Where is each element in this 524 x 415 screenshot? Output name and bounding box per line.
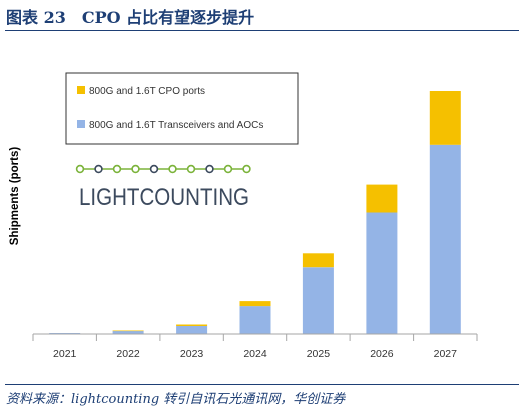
bar-2024-cpo bbox=[239, 301, 271, 307]
bar-2025-transceivers bbox=[302, 267, 334, 334]
x-tick-label-2023: 2023 bbox=[180, 348, 204, 360]
lightcounting-logo: LIGHTCOUNTING bbox=[75, 164, 251, 211]
x-tick-label-2024: 2024 bbox=[243, 348, 267, 360]
logo-chain-node bbox=[205, 164, 214, 174]
bar-2027-cpo bbox=[429, 91, 461, 145]
bar-2027-transceivers bbox=[429, 144, 461, 334]
bar-2026-cpo bbox=[366, 184, 398, 213]
x-axis-tick-labels: 2021 2022 2023 2024 2025 2026 2027 bbox=[53, 348, 457, 360]
bar-2024-transceivers bbox=[239, 306, 271, 334]
x-tick-label-2022: 2022 bbox=[116, 348, 140, 360]
logo-chain-node bbox=[112, 164, 122, 174]
legend: 800G and 1.6T CPO ports 800G and 1.6T Tr… bbox=[65, 72, 299, 145]
y-axis-label: Shipments (ports) bbox=[9, 147, 21, 246]
logo-chain-node bbox=[186, 164, 196, 174]
logo-chain-node bbox=[94, 164, 103, 174]
bar-2026-transceivers bbox=[366, 212, 398, 334]
logo-chain-node bbox=[168, 164, 177, 174]
bar-2022-cpo bbox=[112, 330, 144, 332]
bars-layer bbox=[49, 91, 461, 334]
logo-chain-node bbox=[75, 164, 85, 174]
logo-chain-graphic bbox=[75, 164, 251, 174]
figure-title: 图表 23 CPO 占比有望逐步提升 bbox=[6, 8, 255, 27]
x-tick-label-2025: 2025 bbox=[307, 348, 331, 360]
x-tick-label-2021: 2021 bbox=[53, 348, 77, 360]
logo-chain-node bbox=[131, 164, 140, 174]
bar-2023-cpo bbox=[176, 324, 208, 326]
bar-2025-cpo bbox=[302, 253, 334, 268]
legend-box bbox=[65, 72, 299, 145]
source-rule bbox=[5, 384, 519, 385]
x-tick-label-2026: 2026 bbox=[370, 348, 394, 360]
x-tick-label-2027: 2027 bbox=[434, 348, 458, 360]
bar-2022-transceivers bbox=[112, 331, 144, 334]
logo-chain-node bbox=[149, 164, 159, 174]
legend-label-cpo: 800G and 1.6T CPO ports bbox=[89, 86, 205, 97]
title-rule bbox=[5, 30, 519, 31]
bar-2023-transceivers bbox=[176, 326, 208, 334]
logo-wordmark: LIGHTCOUNTING bbox=[79, 184, 249, 211]
legend-swatch-transceivers bbox=[77, 120, 85, 128]
logo-chain-node bbox=[242, 164, 251, 174]
logo-chain-node bbox=[223, 164, 233, 174]
x-axis-ticks bbox=[32, 334, 478, 341]
legend-swatch-cpo bbox=[77, 86, 85, 94]
legend-label-transceivers: 800G and 1.6T Transceivers and AOCs bbox=[89, 120, 263, 131]
source-note: 资料来源：lightcounting 转引自讯石光通讯网，华创证券 bbox=[6, 392, 346, 407]
